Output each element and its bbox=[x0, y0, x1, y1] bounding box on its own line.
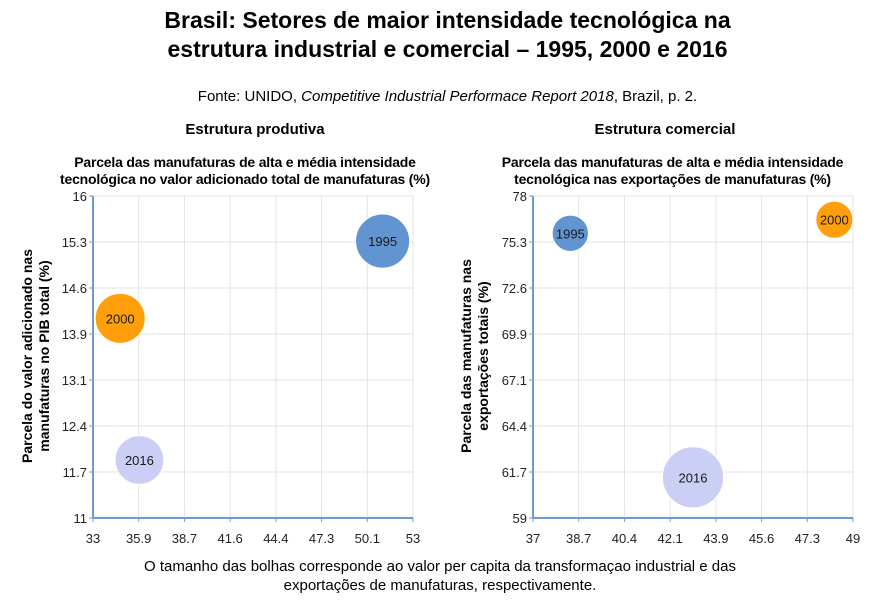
left-y-tick-label: 13.1 bbox=[62, 373, 87, 388]
right-x-tick-label: 47.3 bbox=[795, 531, 820, 546]
left-bubble-label-2016: 2016 bbox=[125, 453, 154, 468]
right-y-tick-label: 78 bbox=[513, 189, 527, 204]
source-note: Fonte: UNIDO, Competitive Industrial Per… bbox=[0, 88, 895, 105]
left-bubble-1995 bbox=[355, 213, 411, 269]
right-y-tick-label: 61.7 bbox=[502, 465, 527, 480]
left-x-tick-label: 53 bbox=[406, 531, 420, 546]
left-bubble-2000 bbox=[94, 292, 146, 344]
left-y-tick-label: 14.6 bbox=[62, 281, 87, 296]
right-bubble-2000 bbox=[815, 200, 854, 239]
page-title: Brasil: Setores de maior intensidade tec… bbox=[0, 6, 895, 64]
left-chart-title-line-1: Parcela das manufaturas de alta e média … bbox=[74, 154, 416, 170]
right-x-tick-label: 42.1 bbox=[657, 531, 682, 546]
right-chart-title-line-2: tecnológica nas exportações de manufatur… bbox=[514, 171, 831, 187]
left-x-tick-label: 44.4 bbox=[263, 531, 288, 546]
right-section-title: Estrutura comercial bbox=[594, 121, 736, 138]
left-x-tick-label: 35.9 bbox=[126, 531, 151, 546]
left-chart-title: Parcela das manufaturas de alta e média … bbox=[5, 154, 485, 188]
left-bubble-label-2000: 2000 bbox=[106, 311, 135, 326]
right-bubble-label-1995: 1995 bbox=[556, 226, 585, 241]
right-chart-title-line-1: Parcela das manufaturas de alta e média … bbox=[501, 154, 844, 170]
left-y-tick-label: 11.7 bbox=[63, 465, 87, 480]
right-x-tick-label: 45.6 bbox=[749, 531, 774, 546]
left-bubble-label-1995: 1995 bbox=[368, 234, 397, 249]
title-line-2: estrutura industrial e comercial – 1995,… bbox=[167, 36, 728, 62]
left-x-tick-label: 47.3 bbox=[309, 531, 334, 546]
left-bubble-2016 bbox=[114, 435, 165, 485]
left-y-tick-label: 12.4 bbox=[62, 419, 87, 434]
right-y-tick-label: 75.3 bbox=[502, 235, 527, 250]
right-bubble-1995 bbox=[551, 214, 590, 252]
left-chart-title-line-2: tecnológica no valor adicionado total de… bbox=[60, 171, 430, 187]
right-x-tick-label: 49 bbox=[846, 531, 860, 546]
right-bubble-2016 bbox=[661, 446, 725, 509]
right-bubble-label-2016: 2016 bbox=[679, 470, 708, 485]
right-x-tick-label: 40.4 bbox=[612, 531, 637, 546]
right-y-tick-label: 72.6 bbox=[502, 281, 527, 296]
left-x-tick-label: 41.6 bbox=[217, 531, 242, 546]
right-y-tick-label: 67.1 bbox=[502, 373, 527, 388]
title-line-1: Brasil: Setores de maior intensidade tec… bbox=[164, 7, 731, 33]
left-y-tick-label: 15.3 bbox=[62, 235, 87, 250]
right-x-tick-label: 37 bbox=[526, 531, 540, 546]
left-y-tick-label: 16 bbox=[73, 189, 87, 204]
source-report-title: Competitive Industrial Performace Report… bbox=[301, 88, 614, 105]
left-y-tick-label: 11 bbox=[74, 511, 88, 526]
source-prefix: Fonte: UNIDO, bbox=[197, 88, 302, 105]
right-y-tick-label: 64.4 bbox=[502, 419, 527, 434]
right-y-tick-label: 69.9 bbox=[502, 327, 527, 342]
left-x-tick-label: 38.7 bbox=[172, 531, 197, 546]
right-bubble-label-2000: 2000 bbox=[820, 213, 849, 228]
left-section-title: Estrutura produtiva bbox=[185, 121, 325, 138]
left-chart: 11 11.7 12.4 13.1 13.9 14.6 15.3 16 33 35.9 38.7 41… bbox=[62, 189, 421, 546]
right-x-tick-label: 43.9 bbox=[703, 531, 728, 546]
footnote: O tamanho das bolhas corresponde ao valo… bbox=[40, 557, 840, 595]
right-x-tick-label: 38.7 bbox=[566, 531, 591, 546]
left-y-tick-label: 13.9 bbox=[62, 327, 87, 342]
source-suffix: , Brazil, p. 2. bbox=[613, 88, 698, 105]
footnote-line-2: exportações de manufaturas, respectivame… bbox=[283, 577, 597, 594]
left-x-tick-label: 33 bbox=[86, 531, 100, 546]
right-y-tick-label: 59 bbox=[513, 511, 527, 526]
right-chart-title: Parcela das manufaturas de alta e média … bbox=[450, 154, 895, 188]
left-x-tick-label: 50.1 bbox=[355, 531, 380, 546]
footnote-line-1: O tamanho das bolhas corresponde ao valo… bbox=[143, 558, 736, 575]
right-chart: 59 61.7 64.4 67.1 69.9 72.6 75.3 78 37 38.7 40.4 42… bbox=[502, 189, 861, 546]
